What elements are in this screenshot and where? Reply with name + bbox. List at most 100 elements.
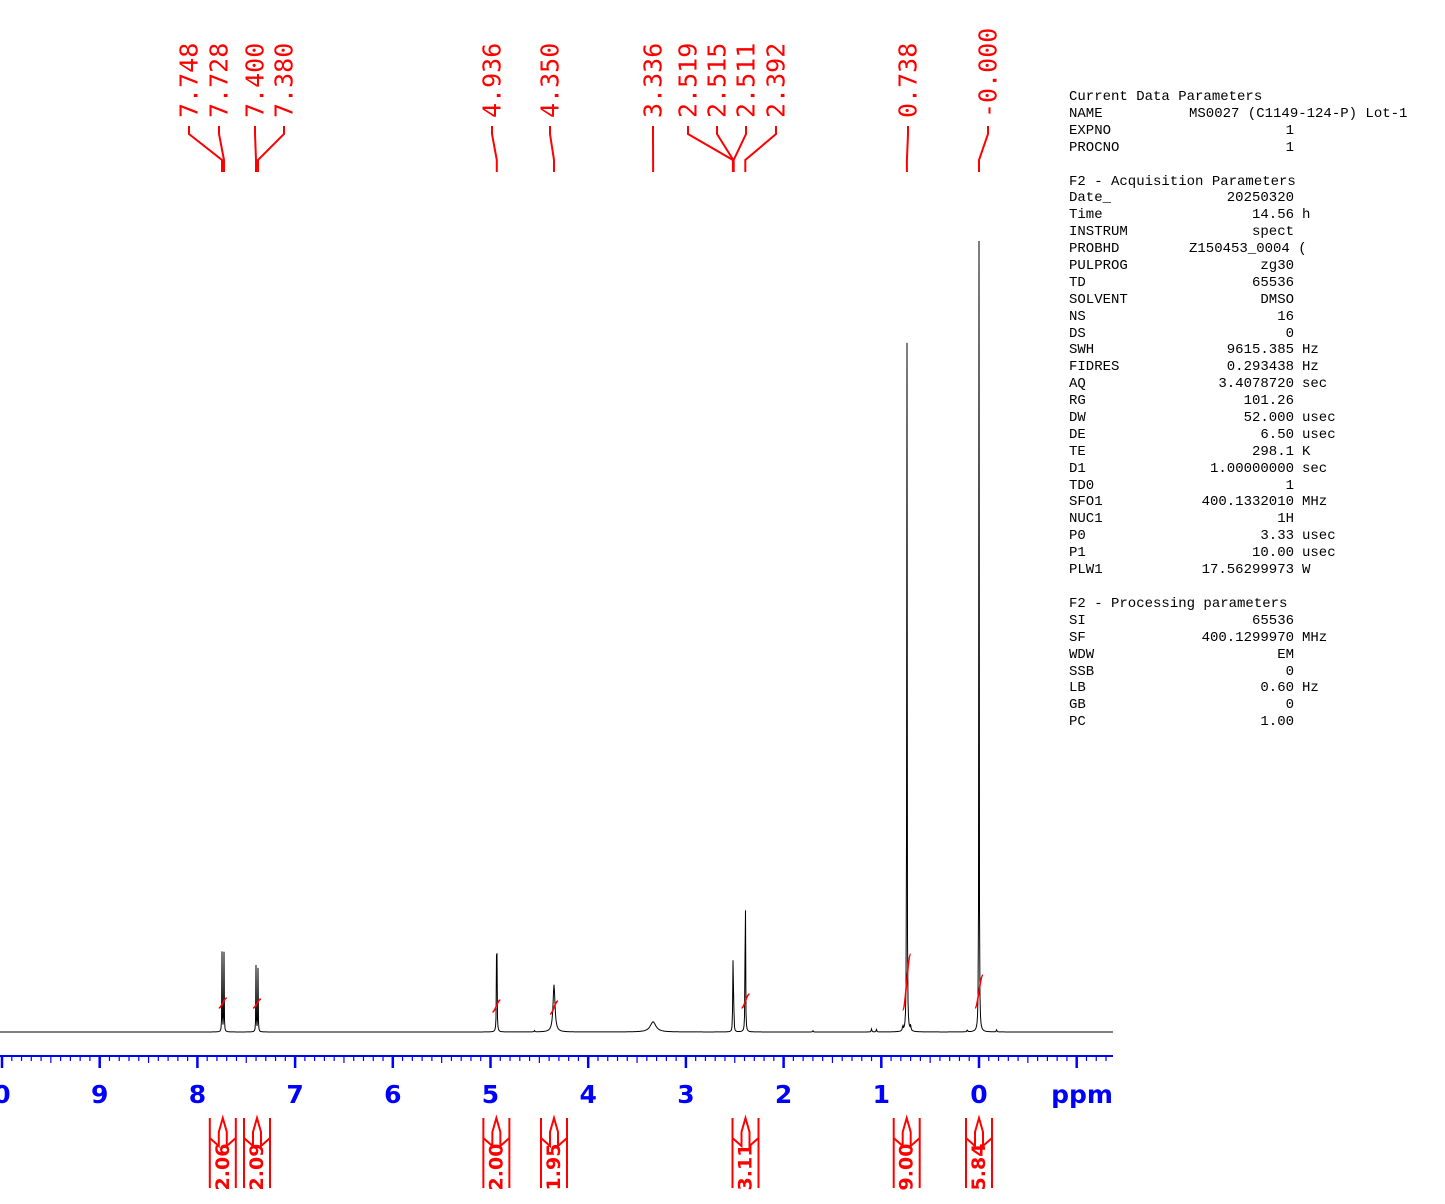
integral-bracket [892, 1114, 921, 1188]
param-value: 3.4078720 [1218, 376, 1294, 393]
param-name: TD0 [1069, 477, 1095, 494]
param-name: GB [1069, 697, 1086, 714]
param-name: DE [1069, 426, 1086, 443]
param-row: GB 0 [1069, 697, 1407, 714]
param-row: PLW1 17.56299973 W [1069, 562, 1407, 579]
param-value: 101.26 [1243, 393, 1294, 410]
param-row: NS 16 [1069, 309, 1407, 326]
spectrum-trace [0, 240, 1113, 1033]
peak-connector [188, 126, 223, 172]
param-name: DW [1069, 410, 1086, 427]
param-unit: Hz [1302, 680, 1319, 697]
param-name: NUC1 [1069, 511, 1103, 528]
param-name: P0 [1069, 528, 1086, 545]
peak-connector [744, 126, 777, 172]
peak-label: 2.515 [703, 43, 732, 118]
param-value: 9615.385 [1226, 342, 1294, 359]
tick-label: 8 [189, 1080, 206, 1109]
param-row: LB 0.60 Hz [1069, 680, 1407, 697]
param-row: RG 101.26 [1069, 393, 1407, 410]
param-unit: usec [1302, 410, 1336, 427]
param-unit: usec [1302, 426, 1336, 443]
integral-group: 2.06 2.09 2.00 1.95 3.11 9.00 5.84 [208, 1114, 993, 1191]
param-section-heading: F2 - Acquisition Parameters [1069, 173, 1296, 190]
section-gap [1069, 579, 1407, 596]
param-value: 0 [1285, 697, 1294, 714]
param-name: TE [1069, 443, 1086, 460]
param-value: 400.1332010 [1201, 494, 1294, 511]
param-name: PROBHD [1069, 241, 1120, 258]
param-unit: W [1302, 562, 1311, 579]
peak-connector [257, 126, 285, 172]
param-value: DMSO [1260, 291, 1294, 308]
param-value: Z150453_0004 ( [1189, 241, 1307, 258]
param-unit: h [1302, 207, 1311, 224]
integral-value: 1.95 [543, 1144, 565, 1191]
param-name: Date_ [1069, 190, 1112, 207]
integral-curve [549, 1000, 559, 1015]
peak-connector [978, 126, 989, 172]
param-row: DW 52.000 usec [1069, 410, 1407, 427]
tick-label: 1 [873, 1080, 890, 1109]
param-name: PROCNO [1069, 139, 1120, 156]
param-name: PLW1 [1069, 562, 1103, 579]
peak-connector [716, 126, 735, 172]
param-name: SOLVENT [1069, 291, 1128, 308]
param-unit: Hz [1302, 342, 1319, 359]
section-gap [1069, 157, 1407, 174]
param-value: 3.33 [1260, 528, 1294, 545]
param-value: 16 [1277, 308, 1294, 325]
param-row: PC 1.00 [1069, 714, 1407, 731]
param-name: DS [1069, 325, 1086, 342]
param-name: TD [1069, 274, 1086, 291]
param-section-heading: Current Data Parameters [1069, 89, 1263, 105]
tick-label: 0 [0, 1080, 11, 1109]
integral-bracket [482, 1114, 511, 1188]
param-name: PC [1069, 714, 1086, 731]
param-name: SFO1 [1069, 494, 1103, 511]
param-value: 0 [1285, 663, 1294, 680]
param-value: 17.56299973 [1201, 562, 1294, 579]
param-name: EXPNO [1069, 122, 1112, 139]
param-name: SI [1069, 612, 1086, 629]
param-value: MS0027 (C1149-124-P) Lot-1 [1189, 105, 1408, 122]
integral-curve [974, 974, 984, 1009]
param-row: SSB 0 [1069, 664, 1407, 681]
param-value: 298.1 [1251, 443, 1294, 460]
peak-connector [218, 126, 225, 172]
param-value: 52.000 [1243, 410, 1294, 427]
param-row: P1 10.00 usec [1069, 545, 1407, 562]
param-row: SI 65536 [1069, 613, 1407, 630]
integral-value: 2.06 [212, 1144, 234, 1191]
param-row: SOLVENT DMSO [1069, 292, 1407, 309]
integral-curve [218, 997, 228, 1009]
peak-label: 2.392 [762, 43, 791, 118]
param-unit: usec [1302, 545, 1336, 562]
param-row: DE 6.50 usec [1069, 427, 1407, 444]
param-unit: sec [1302, 460, 1328, 477]
param-name: NAME [1069, 105, 1103, 122]
param-unit: K [1302, 443, 1311, 460]
peak-connector [905, 126, 909, 172]
param-section-heading: F2 - Processing parameters [1069, 595, 1288, 612]
peak-label: 3.336 [639, 43, 668, 118]
param-value: EM [1277, 646, 1294, 663]
peak-label: 2.511 [732, 43, 761, 118]
param-name: NS [1069, 308, 1086, 325]
tick-label: 4 [579, 1080, 596, 1109]
param-row: SF 400.1299970 MHz [1069, 630, 1407, 647]
parameters-panel: Current Data Parameters NAME MS0027 (C1149… [1069, 89, 1407, 731]
integral-value: 5.84 [968, 1144, 990, 1191]
integral-curve [252, 998, 262, 1009]
peak-label: 7.400 [241, 43, 270, 118]
integral-curve [741, 993, 750, 1009]
param-row: TD0 1 [1069, 478, 1407, 495]
peak-connector [254, 126, 257, 172]
param-row: EXPNO 1 [1069, 123, 1407, 140]
peak-label: 7.380 [270, 43, 299, 118]
param-name: PULPROG [1069, 258, 1128, 275]
param-name: P1 [1069, 545, 1086, 562]
peak-connector [549, 126, 555, 172]
param-unit: usec [1302, 528, 1336, 545]
